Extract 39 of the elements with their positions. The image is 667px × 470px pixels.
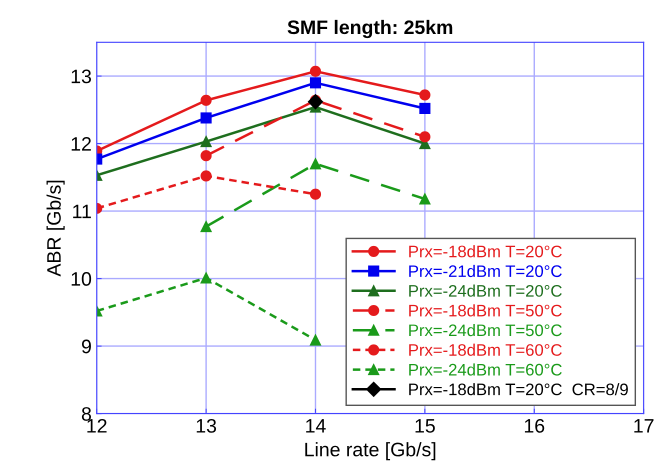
legend-label: Prx=-18dBm T=20°C CR=8/9 (409, 383, 628, 396)
point (200, 150, 212, 162)
y-tick-label: 11 (73, 204, 91, 218)
y-tick-label: 8 (82, 407, 92, 421)
y-axis-title: ABR [Gb/s] (46, 180, 65, 277)
point (310, 77, 322, 88)
point (200, 112, 212, 124)
x-tick-label: 17 (634, 419, 654, 433)
legend-label: Prx=-24dBm T=50°C (409, 324, 562, 336)
point (308, 94, 324, 110)
point (200, 170, 212, 182)
point (310, 188, 322, 200)
legend-label: Prx=-18dBm T=20°C (409, 245, 562, 258)
point (419, 131, 430, 142)
point (200, 221, 212, 232)
point (419, 193, 430, 204)
x-tick-label: 14 (306, 419, 326, 433)
point (200, 136, 212, 148)
legend-label: Prx=-18dBm T=60°C (409, 344, 562, 356)
x-tick-label: 16 (524, 418, 544, 433)
point (310, 334, 322, 346)
legend-label: Prx=-24dBm T=20°C (409, 284, 562, 297)
x-tick-label: 15 (416, 419, 435, 433)
legend-label: Prx=-21dBm T=20°C (409, 264, 562, 278)
legend-label: Prx=-18dBm T=50°C (409, 304, 562, 316)
point (310, 66, 322, 77)
point (419, 102, 430, 114)
chart-title: SMF length: 25km (288, 20, 452, 38)
y-tick-label: 12 (72, 137, 91, 151)
point (419, 89, 430, 101)
y-tick-label: 9 (82, 340, 91, 354)
y-tick-label: 10 (72, 272, 92, 286)
x-axis-title: Line rate [Gb/s] (305, 442, 436, 460)
point (200, 272, 212, 284)
x-tick-label: 13 (196, 418, 216, 433)
point (200, 94, 212, 106)
legend-label: Prx=-24dBm T=60°C (409, 363, 562, 376)
point (310, 158, 322, 170)
y-tick-label: 13 (72, 70, 91, 84)
